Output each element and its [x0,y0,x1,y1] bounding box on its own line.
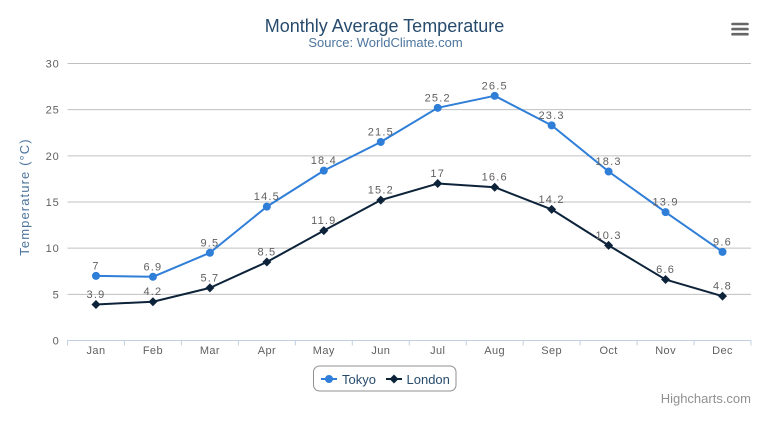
svg-text:18.4: 18.4 [311,155,337,167]
svg-text:4.8: 4.8 [713,281,732,293]
svg-text:Oct: Oct [599,345,617,357]
svg-text:Highcharts.com: Highcharts.com [661,391,751,406]
svg-text:25: 25 [46,105,60,117]
svg-text:Jan: Jan [87,345,106,357]
svg-text:4.2: 4.2 [143,286,162,298]
svg-text:5.7: 5.7 [200,272,219,284]
svg-text:8.5: 8.5 [257,247,276,259]
svg-text:Sep: Sep [541,345,562,357]
svg-text:7: 7 [92,260,99,272]
svg-text:18.3: 18.3 [595,156,621,168]
svg-text:14.2: 14.2 [538,194,564,206]
svg-text:6.6: 6.6 [656,264,675,276]
svg-text:Mar: Mar [200,345,220,357]
svg-text:London: London [407,372,450,387]
svg-text:10: 10 [46,243,60,255]
svg-text:Tokyo: Tokyo [342,372,376,387]
svg-text:Monthly Average Temperature: Monthly Average Temperature [265,16,504,36]
svg-text:16.6: 16.6 [482,172,508,184]
svg-text:25.2: 25.2 [425,92,451,104]
svg-text:Feb: Feb [143,345,163,357]
svg-text:15.2: 15.2 [368,185,394,197]
svg-text:26.5: 26.5 [482,80,508,92]
svg-text:9.5: 9.5 [200,237,219,249]
svg-text:Temperature (°C): Temperature (°C) [17,138,32,255]
svg-text:14.5: 14.5 [254,191,280,203]
svg-text:21.5: 21.5 [368,127,394,139]
svg-text:Apr: Apr [258,345,276,357]
svg-text:23.3: 23.3 [538,110,564,122]
svg-text:5: 5 [53,289,60,301]
svg-text:Source: WorldClimate.com: Source: WorldClimate.com [308,35,462,50]
svg-text:Aug: Aug [484,345,505,357]
svg-text:17: 17 [430,168,445,180]
svg-text:11.9: 11.9 [311,215,336,227]
svg-text:6.9: 6.9 [143,261,162,273]
svg-text:Dec: Dec [712,345,733,357]
svg-text:15: 15 [46,197,60,209]
svg-text:Jul: Jul [430,345,445,357]
svg-text:13.9: 13.9 [652,197,678,209]
svg-text:30: 30 [46,59,60,71]
svg-text:9.6: 9.6 [713,236,732,248]
svg-text:0: 0 [53,336,60,348]
svg-text:20: 20 [46,151,60,163]
svg-text:3.9: 3.9 [87,289,106,301]
svg-text:Nov: Nov [655,345,676,357]
svg-text:Jun: Jun [371,345,390,357]
svg-text:May: May [313,345,335,357]
svg-text:10.3: 10.3 [595,230,621,242]
